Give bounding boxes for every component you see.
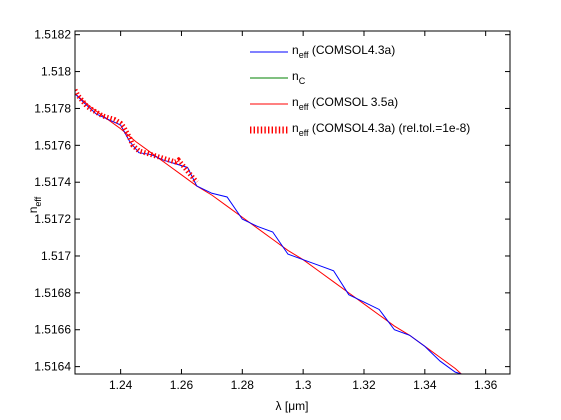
x-tick-label: 1.3 [295,378,312,392]
x-tick-label: 1.24 [109,378,133,392]
legend-label-3: neff (COMSOL4.3a) (rel.tol.=1e-8) [292,121,470,138]
y-tick-label: 1.5174 [34,175,71,189]
y-axis-label-sub: eff [33,196,43,206]
legend-label-sub: eff [299,50,309,60]
x-tick-label: 1.34 [413,378,437,392]
x-tick-label: 1.26 [170,378,194,392]
legend-label-rest: (COMSOL4.3a) [309,43,396,57]
legend-label-base: n [292,121,299,135]
y-axis-label-base: n [26,207,40,214]
legend-label-sub: eff [299,102,309,112]
tick-layer: 1.24 1.26 1.28 1.3 1.32 1.34 1.36 1.5164 1.5166 1… [34,28,510,392]
y-tick-label: 1.5168 [34,286,71,300]
series-line-3 [75,88,199,184]
legend-label-0: neff (COMSOL4.3a) [292,43,395,60]
y-tick-label: 1.5182 [34,28,71,42]
x-tick-label: 1.36 [474,378,498,392]
plot-area-frame [74,30,511,375]
y-tick-label: 1.5164 [34,360,71,374]
legend-label-2: neff (COMSOL 3.5a) [292,95,398,112]
y-tick-label: 1.517 [41,249,71,263]
legend-label-base: n [292,43,299,57]
legend-label-sub: eff [299,128,309,138]
series-group [75,88,462,374]
x-axis-label: λ [μm] [276,399,309,413]
series-layer [75,88,462,374]
x-tick-label: 1.28 [231,378,255,392]
y-tick-label: 1.5166 [34,323,71,337]
legend-label-base: n [292,95,299,109]
legend-label-sub: C [299,76,306,86]
plot-area-background [75,31,510,374]
series-line-2 [75,93,462,374]
legend-label-rest: (COMSOL4.3a) (rel.tol.=1e-8) [309,121,471,135]
y-tick-label: 1.518 [41,65,71,79]
x-tick-label: 1.32 [352,378,376,392]
y-tick-label: 1.5178 [34,101,71,115]
legend-label-rest: (COMSOL 3.5a) [309,95,399,109]
legend-label-base: n [292,69,299,83]
legend-label-1: nC [292,69,306,86]
y-axis-label: neff [26,196,43,213]
y-tick-label: 1.5176 [34,138,71,152]
y-tick-label: 1.5172 [34,212,71,226]
